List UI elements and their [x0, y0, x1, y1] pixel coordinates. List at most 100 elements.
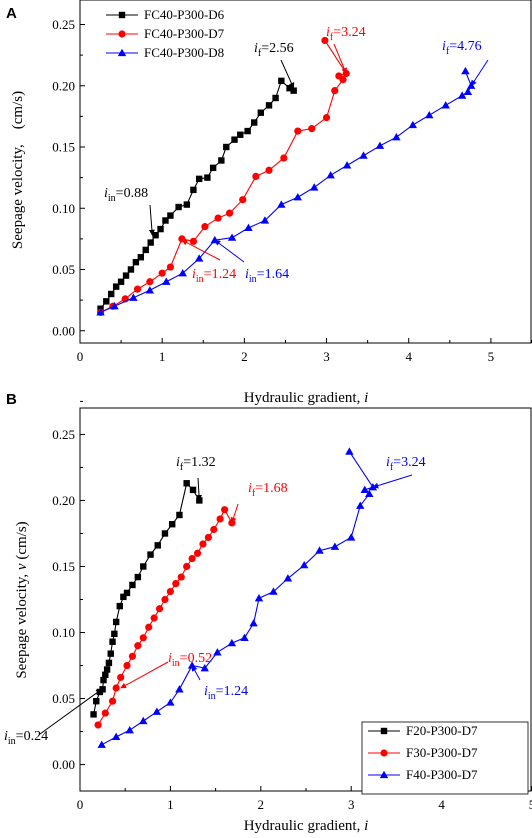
annotation: if=1.68	[230, 481, 288, 524]
annotation-label: if=3.24	[326, 25, 366, 43]
annotation-label: iin=0.88	[104, 186, 148, 204]
data-point	[169, 521, 176, 528]
annotation-sub: in	[8, 736, 16, 747]
annotation-label: iin=0.52	[168, 651, 212, 669]
annotation: iin=1.24	[181, 239, 236, 285]
chart-panel-a: A 0 1 2 3 4 5 0.00 0.05 0.10 0.15 0.20 0.25 Hydraulic…	[6, 0, 532, 406]
y-tick-label: 0.05	[52, 262, 75, 277]
series-line	[101, 451, 374, 746]
data-point	[227, 233, 237, 241]
data-point	[132, 258, 140, 266]
annotation: iin=1.24	[191, 665, 248, 702]
annotation-value: =0.52	[180, 651, 212, 666]
data-point	[100, 676, 107, 684]
data-point	[103, 666, 111, 673]
legend-box	[361, 721, 529, 795]
annotation-arrow	[181, 239, 221, 261]
annotation: if=1.32	[176, 455, 216, 502]
x-tick-label: 1	[167, 797, 174, 812]
annotation-value: =3.24	[393, 455, 425, 470]
data-point	[277, 200, 286, 208]
chart-panel-b: B 0 1 2 3 4 5 0.00 0.05 0.10 0.15 0.20 0.25 Hydraulic…	[4, 391, 532, 834]
data-point	[251, 119, 258, 126]
data-point	[293, 193, 302, 201]
data-point	[107, 650, 114, 657]
data-point	[134, 573, 142, 581]
data-point	[176, 511, 183, 519]
y-tick-label: 0.25	[52, 427, 75, 442]
annotation: iin=1.64	[214, 239, 289, 285]
annotation-sub: f	[330, 32, 334, 43]
data-point	[120, 593, 127, 601]
legend-marker	[118, 30, 126, 38]
data-point	[154, 542, 161, 549]
data-point	[223, 143, 230, 151]
annotation-value: =1.24	[216, 684, 248, 699]
data-point	[310, 183, 319, 191]
x-tick-label: 5	[488, 349, 495, 364]
data-point	[129, 293, 138, 301]
data-point	[249, 619, 258, 627]
y-axis-label: Seepage velocity, (cm/s)	[10, 91, 26, 249]
data-point	[99, 686, 106, 693]
data-point	[283, 574, 293, 582]
annotation-arrow	[333, 43, 347, 75]
data-point	[237, 131, 244, 138]
data-point	[189, 237, 198, 245]
data-point	[290, 87, 297, 94]
y-tick-label: 0.10	[52, 625, 75, 640]
data-point	[166, 698, 175, 706]
data-point	[93, 697, 100, 705]
data-point	[166, 587, 174, 596]
annotation-sub: in	[196, 274, 204, 285]
data-point	[125, 726, 134, 734]
data-point	[129, 581, 136, 589]
y-axis-label-text: Seepage velocity,	[14, 574, 30, 679]
data-point	[244, 223, 253, 231]
annotation-label: iin=1.64	[245, 267, 289, 285]
data-point	[425, 110, 434, 119]
data-point	[122, 272, 130, 279]
annotation: iin=0.88	[104, 186, 155, 236]
annotation-arrow	[214, 239, 245, 263]
annotation-arrow	[191, 665, 201, 681]
data-point	[231, 136, 238, 143]
data-point	[111, 732, 121, 741]
data-point	[204, 533, 212, 542]
legend: F20-P300-D7 F30-P300-D7 F40-P300-D7	[361, 721, 529, 795]
data-point	[326, 170, 335, 179]
data-point	[294, 127, 302, 135]
series-line	[93, 482, 200, 715]
x-tick-label: 2	[241, 349, 248, 364]
annotation: iin=0.52	[120, 651, 212, 689]
data-point	[330, 542, 340, 550]
annotation-label: if=4.76	[442, 39, 482, 57]
data-point	[152, 232, 159, 239]
annotation-label: iin=1.24	[192, 267, 236, 285]
data-point	[269, 587, 278, 595]
data-point	[257, 109, 264, 116]
x-tick-label: 0	[77, 349, 84, 364]
annotation-arrow	[280, 59, 295, 89]
legend-label: F30-P300-D7	[406, 745, 478, 760]
data-point	[116, 602, 123, 610]
y-axis-label-var: v	[14, 560, 30, 574]
series-f30-p300-d7	[94, 506, 236, 729]
data-point	[342, 161, 352, 169]
data-point	[213, 648, 222, 656]
annotation-var: i	[168, 651, 172, 666]
data-point	[457, 91, 467, 99]
x-tick-label: 1	[159, 349, 166, 364]
x-axis-label: Hydraulic gradient, i	[244, 390, 369, 406]
data-point	[322, 114, 331, 122]
data-point	[278, 77, 285, 85]
annotation-arrow	[120, 661, 169, 689]
annotation-value: =1.24	[204, 267, 236, 282]
data-point	[128, 652, 137, 660]
legend-marker	[380, 749, 388, 757]
data-point	[101, 709, 109, 717]
data-point	[145, 286, 155, 294]
annotation-var: i	[192, 267, 196, 282]
data-point	[183, 201, 191, 208]
